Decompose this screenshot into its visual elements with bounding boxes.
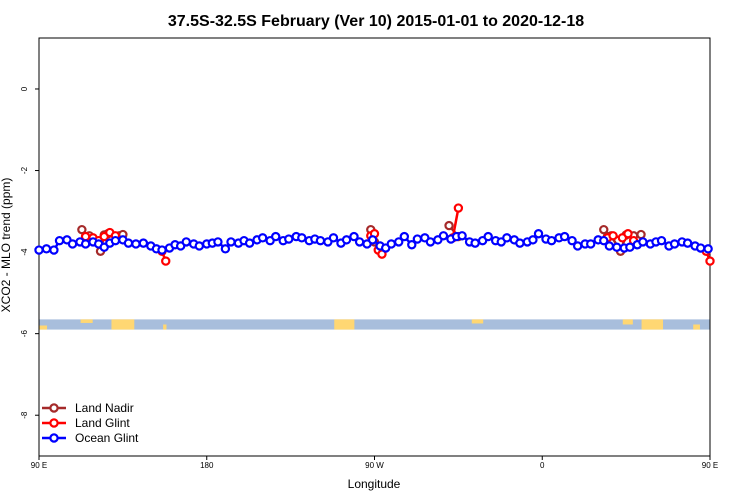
data-point [49,245,59,255]
data-point [425,237,436,247]
data-point [586,239,596,249]
data-point [354,237,365,247]
data-point [682,238,693,248]
data-point [470,238,480,248]
series-ocean-glint [34,229,713,255]
land-patch [641,319,664,330]
data-point [213,237,223,247]
data-point [604,241,615,251]
data-point [226,237,236,247]
data-point [703,244,713,254]
data-point [483,231,493,242]
chart-title: 37.5S-32.5S February (Ver 10) 2015-01-01… [168,13,584,30]
data-point [567,235,577,246]
land-patch [693,324,700,330]
data-point [502,233,512,243]
legend-swatch-marker [49,403,59,413]
data-point [515,238,525,248]
data-point [131,239,141,249]
data-point [271,231,281,242]
data-point [457,231,467,241]
data-point [528,235,538,245]
legend-label: Ocean Glint [75,431,139,445]
land-ocean-map-strip [39,319,710,330]
land-patch [334,319,355,330]
data-point [599,224,609,235]
y-tick-label: -8 [20,411,29,419]
y-tick-label: -4 [20,248,29,256]
data-point [695,243,706,253]
data-point [559,231,570,242]
data-point [394,237,404,247]
data-point [453,203,464,213]
data-point [161,256,171,266]
y-tick-label: -6 [20,330,29,338]
data-point [656,235,667,246]
data-point [367,235,378,245]
land-patch [622,319,633,325]
data-point [328,233,339,243]
data-point [220,244,231,254]
y-tick-label: -2 [20,166,29,174]
data-point [533,229,544,239]
land-patch [111,319,135,330]
data-point [612,242,622,252]
y-tick-label: 0 [20,86,29,91]
data-point [623,229,633,239]
data-point [638,237,648,247]
data-point [41,244,52,254]
data-point [349,231,359,242]
data-point [34,245,44,255]
data-point [157,245,167,255]
data-point [625,242,635,252]
legend-swatch-marker [49,433,59,443]
data-point [407,240,417,250]
data-point [599,235,609,246]
data-point [110,235,121,246]
data-point [77,224,87,235]
data-point [54,235,65,246]
land-patch [163,324,167,330]
land-patch [80,319,93,323]
data-point [438,231,449,241]
y-axis-label: XCO2 - MLO trend (ppm) [0,178,13,313]
x-tick-label: 180 [200,461,214,470]
x-tick-label: 90 W [365,461,384,470]
data-point [244,238,255,248]
data-point [608,231,618,241]
land-patch [471,319,484,324]
data-point [444,220,454,231]
data-point [138,238,149,248]
data-point [705,256,715,266]
legend-label: Land Nadir [75,401,134,415]
ocean-band [39,319,710,330]
data-point [181,237,191,247]
data-point [80,239,91,249]
data-point [194,241,204,251]
series-layer [34,203,715,266]
land-patch [39,325,48,330]
x-tick-label: 90 E [702,461,718,470]
data-point [636,229,646,240]
data-point [546,235,557,246]
data-point [67,239,78,249]
legend-label: Land Glint [75,416,130,430]
x-tick-label: 90 E [31,461,47,470]
data-point [399,231,410,242]
x-tick-label: 0 [540,461,545,470]
data-point [315,235,326,246]
x-axis-label: Longitude [348,477,401,491]
data-point [341,235,352,245]
data-point [412,234,423,244]
data-point [669,239,680,249]
data-point [297,233,307,243]
data-point [257,233,268,243]
data-point [572,241,583,251]
data-point [123,238,134,248]
data-point [284,234,294,244]
legend-swatch-marker [49,418,59,428]
data-point [386,239,396,249]
